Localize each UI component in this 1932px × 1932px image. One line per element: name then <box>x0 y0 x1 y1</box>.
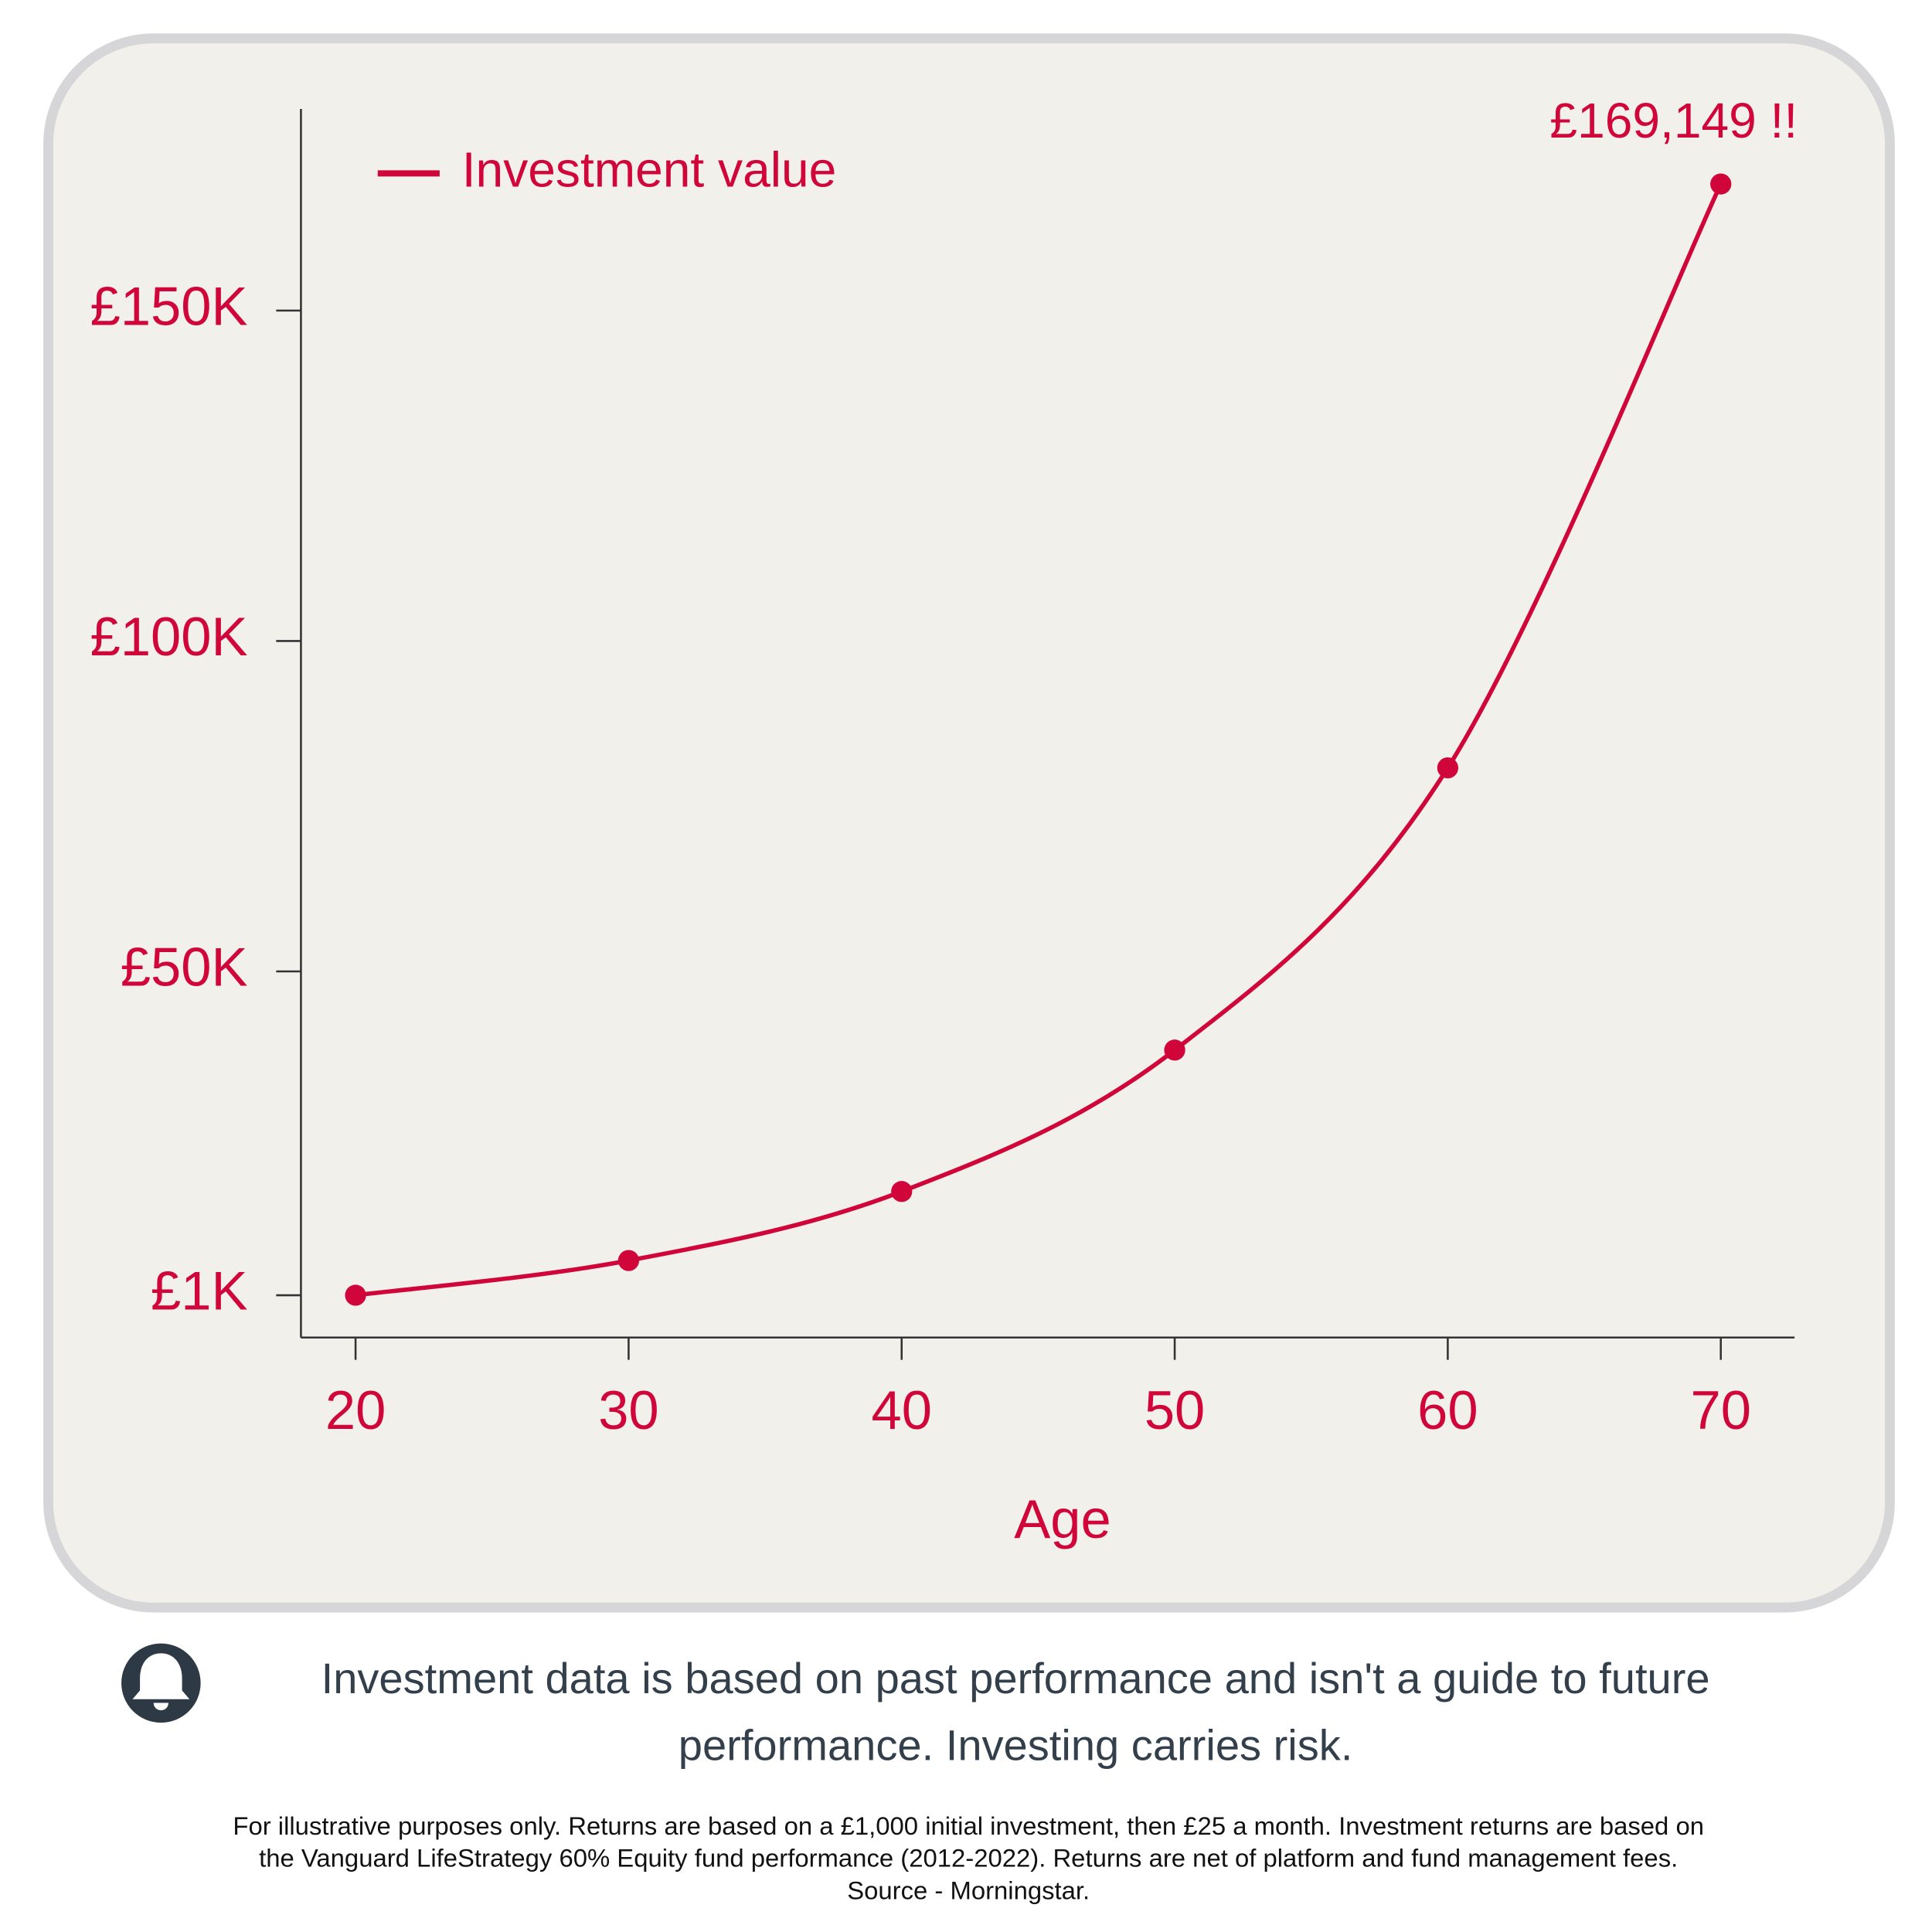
notice-text: Investment data is based on past perform… <box>321 1654 1710 1702</box>
footnote-text: For illustrative purposes only. Returns … <box>233 1811 1704 1840</box>
footnote-text: Source - Morningstar. <box>847 1876 1090 1904</box>
data-point <box>1164 1039 1185 1061</box>
x-axis-title: Age <box>1014 1488 1111 1549</box>
data-point <box>891 1181 913 1202</box>
x-tick-label: 70 <box>1691 1379 1751 1440</box>
data-label: £169,149 !! <box>1549 93 1798 148</box>
data-point <box>1710 173 1732 195</box>
notice-icon <box>121 1643 201 1723</box>
x-tick-label: 30 <box>598 1379 658 1440</box>
x-tick-label: 50 <box>1145 1379 1205 1440</box>
notice-text: performance. Investing carries risk. <box>679 1721 1353 1770</box>
chart-panel <box>43 33 1895 1613</box>
data-point <box>617 1250 640 1271</box>
x-tick-label: 20 <box>325 1379 386 1440</box>
y-tick-label: £100K <box>90 606 248 667</box>
y-tick-label: £50K <box>121 937 248 998</box>
y-tick-label: £150K <box>90 275 248 336</box>
x-tick-label: 60 <box>1417 1379 1478 1440</box>
legend-label: Investment value <box>462 141 837 197</box>
x-tick-label: 40 <box>872 1379 932 1440</box>
data-point <box>345 1284 366 1306</box>
y-tick-label: £1K <box>151 1260 247 1321</box>
footnote-text: the Vanguard LifeStrategy 60% Equity fun… <box>259 1844 1678 1872</box>
data-point <box>1437 757 1459 779</box>
